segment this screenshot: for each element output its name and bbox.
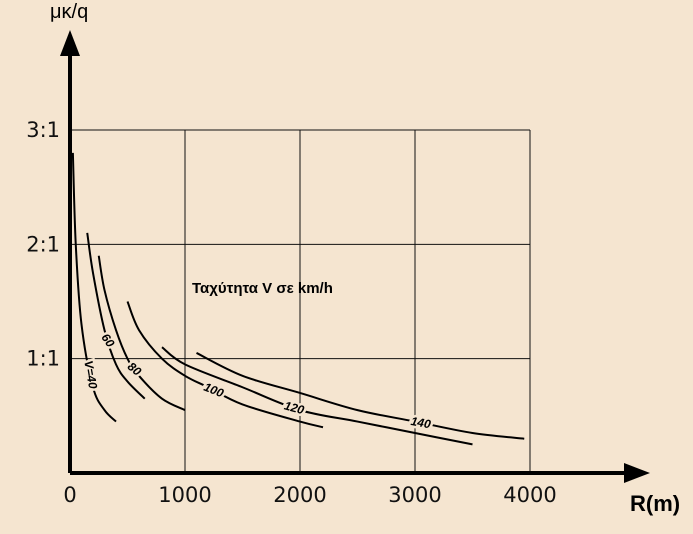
series-line [86, 232, 146, 400]
series-line [126, 301, 324, 429]
series-line [97, 255, 186, 412]
series-label: 140 [410, 414, 432, 431]
series-line [196, 352, 525, 440]
series-line [71, 152, 117, 423]
grid [70, 129, 531, 473]
y-axis-arrow-icon [60, 30, 80, 56]
series-label: 60 [98, 331, 117, 350]
series-label: 100 [202, 380, 226, 401]
y-tick-label: 3:1 [26, 118, 60, 142]
y-axis-title: μκ/q [50, 1, 88, 23]
series-label: V=40 [81, 359, 100, 390]
series-label: 120 [283, 398, 306, 417]
x-tick-label: 1000 [158, 483, 211, 507]
axes [60, 30, 650, 483]
tick-labels: 0 1000 2000 3000 4000 1:1 2:1 3:1 [26, 118, 557, 507]
y-tick-label: 1:1 [26, 347, 60, 371]
x-axis-arrow-icon [624, 463, 650, 483]
series-label: 80 [125, 359, 144, 379]
x-tick-label: 3000 [388, 483, 441, 507]
x-tick-label: 4000 [503, 483, 556, 507]
series-lines [71, 152, 525, 446]
x-tick-label: 0 [63, 483, 76, 507]
series-line [161, 346, 473, 446]
y-tick-label: 2:1 [26, 232, 60, 256]
chart-annotation: Ταχύτητα V σε km/h [192, 280, 333, 297]
x-axis-title: R(m) [630, 491, 680, 516]
x-tick-label: 2000 [273, 483, 326, 507]
